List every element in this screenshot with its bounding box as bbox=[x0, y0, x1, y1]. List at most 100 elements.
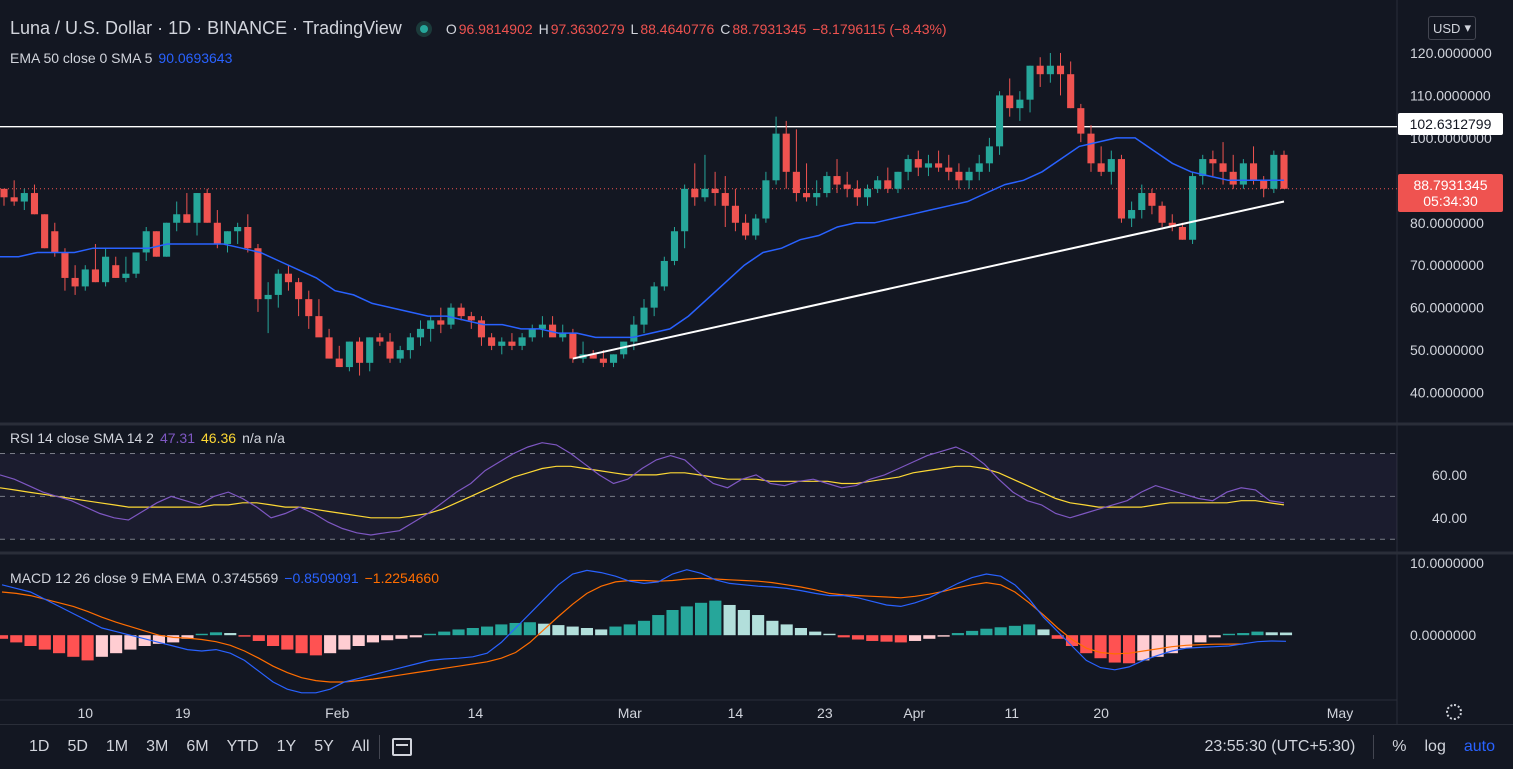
candle-body bbox=[61, 252, 69, 278]
macd-histogram-bar bbox=[110, 635, 123, 654]
currency-button[interactable]: USD ▾ bbox=[1428, 16, 1476, 40]
macd-histogram-bar bbox=[794, 628, 807, 636]
candle-body bbox=[894, 171, 902, 189]
candle-body bbox=[112, 265, 120, 278]
candle-body bbox=[254, 248, 262, 300]
macd-hist-value: 0.3745569 bbox=[212, 570, 279, 586]
candle-body bbox=[122, 273, 130, 278]
calendar-icon[interactable] bbox=[391, 738, 412, 756]
candle-body bbox=[315, 316, 323, 338]
timeframe-6m[interactable]: 6M bbox=[186, 738, 209, 755]
candle-body bbox=[203, 193, 211, 223]
macd-histogram-bar bbox=[523, 622, 536, 636]
macd-histogram-bar bbox=[81, 635, 94, 661]
candle-body bbox=[904, 159, 912, 172]
candle-body bbox=[244, 227, 252, 249]
time-axis-tick: Feb bbox=[325, 705, 349, 721]
macd-histogram-bar bbox=[766, 620, 779, 636]
log-scale-toggle[interactable]: log bbox=[1424, 738, 1446, 755]
macd-histogram-bar bbox=[452, 629, 465, 636]
price-axis-tick: 120.0000000 bbox=[1410, 45, 1492, 61]
macd-histogram-bar bbox=[1151, 635, 1164, 657]
timezone-clock[interactable]: 23:55:30 (UTC+5:30) bbox=[1204, 738, 1356, 755]
macd-histogram-bar bbox=[24, 635, 37, 646]
price-axis-tick: 110.0000000 bbox=[1410, 87, 1491, 103]
candle-body bbox=[457, 307, 465, 317]
candle-body bbox=[681, 188, 689, 232]
candle-body bbox=[802, 193, 811, 198]
timeframe-5d[interactable]: 5D bbox=[67, 738, 88, 755]
timeframe-ytd[interactable]: YTD bbox=[226, 738, 259, 755]
macd-histogram-bar bbox=[124, 635, 137, 650]
macd-histogram-bar bbox=[1194, 635, 1207, 643]
settings-gear-icon[interactable] bbox=[1446, 704, 1462, 720]
candle-body bbox=[1178, 227, 1186, 240]
time-axis-tick: 23 bbox=[817, 705, 833, 721]
macd-legend[interactable]: MACD 12 26 close 9 EMA EMA 0.3745569 −0.… bbox=[10, 570, 439, 586]
macd-histogram-bar bbox=[580, 628, 593, 636]
toolbar-right: 23:55:30 (UTC+5:30) % log auto bbox=[1205, 735, 1495, 759]
change-value: −8.1796115 (−8.43%) bbox=[812, 20, 947, 37]
time-axis-tick: 20 bbox=[1093, 705, 1109, 721]
candle-body bbox=[965, 171, 973, 181]
time-axis-tick: 10 bbox=[77, 705, 93, 721]
macd-histogram-bar bbox=[966, 630, 979, 636]
timeframe-3m[interactable]: 3M bbox=[146, 738, 169, 755]
rsi-legend[interactable]: RSI 14 close SMA 14 2 47.31 46.36 n/a n/… bbox=[10, 430, 285, 446]
candle-body bbox=[670, 231, 679, 261]
candle-body bbox=[843, 184, 851, 189]
auto-scale-toggle[interactable]: auto bbox=[1463, 738, 1495, 755]
timeframe-selector[interactable]: 1D 5D 1M 3M 6M YTD 1Y 5Y All bbox=[20, 738, 379, 756]
macd-histogram-bar bbox=[980, 628, 993, 636]
candle-body bbox=[985, 146, 993, 164]
candle-body bbox=[1158, 205, 1166, 223]
candle-body bbox=[1097, 163, 1105, 172]
candle-body bbox=[1249, 163, 1258, 181]
candle-body bbox=[81, 269, 89, 287]
macd-histogram-bar bbox=[566, 626, 579, 636]
candle-body bbox=[1067, 74, 1075, 109]
ema-legend[interactable]: EMA 50 close 0 SMA 5 90.0693643 bbox=[10, 50, 232, 66]
rsi-band-fill bbox=[0, 453, 1397, 540]
macd-histogram-bar bbox=[880, 635, 893, 642]
timeframe-1d[interactable]: 1D bbox=[29, 738, 50, 755]
candle-body bbox=[863, 188, 872, 198]
symbol-legend: Luna / U.S. Dollar · 1D · BINANCE · Trad… bbox=[10, 18, 949, 39]
candle-body bbox=[721, 193, 729, 206]
macd-histogram-bar bbox=[281, 635, 294, 650]
macd-histogram-bar bbox=[1222, 633, 1235, 636]
support-trendline bbox=[572, 200, 1285, 360]
candle-body bbox=[914, 159, 922, 168]
candle-body bbox=[924, 163, 932, 168]
candle-body bbox=[335, 358, 343, 368]
candle-body bbox=[1026, 65, 1034, 100]
macd-histogram-bar bbox=[894, 635, 907, 643]
rsi-axis-tick: 40.00 bbox=[1432, 510, 1467, 526]
candle-body bbox=[295, 282, 303, 300]
candle-body bbox=[701, 188, 709, 198]
timeframe-5y[interactable]: 5Y bbox=[314, 738, 334, 755]
percent-scale-toggle[interactable]: % bbox=[1392, 738, 1407, 755]
candle-body bbox=[1229, 171, 1237, 185]
low-value: 88.4640776 bbox=[640, 20, 715, 37]
market-status-icon[interactable] bbox=[415, 20, 432, 37]
macd-line-value: −0.8509091 bbox=[284, 570, 359, 586]
macd-signal-value: −1.2254660 bbox=[364, 570, 439, 586]
candle-body bbox=[630, 324, 638, 342]
timeframe-all[interactable]: All bbox=[351, 738, 370, 755]
candle-body bbox=[813, 193, 821, 198]
toolbar-separator bbox=[1373, 735, 1375, 759]
candle-body bbox=[1016, 99, 1024, 109]
candle-body bbox=[1209, 159, 1217, 164]
candle-body bbox=[853, 188, 861, 198]
timeframe-1m[interactable]: 1M bbox=[105, 738, 129, 755]
candle-body bbox=[518, 337, 526, 346]
candle-body bbox=[284, 273, 292, 283]
candle-body bbox=[264, 294, 272, 300]
macd-histogram-bar bbox=[238, 635, 251, 637]
timeframe-1y[interactable]: 1Y bbox=[276, 738, 297, 755]
rsi-ma-line bbox=[0, 465, 1285, 519]
candle-body bbox=[1056, 65, 1065, 75]
